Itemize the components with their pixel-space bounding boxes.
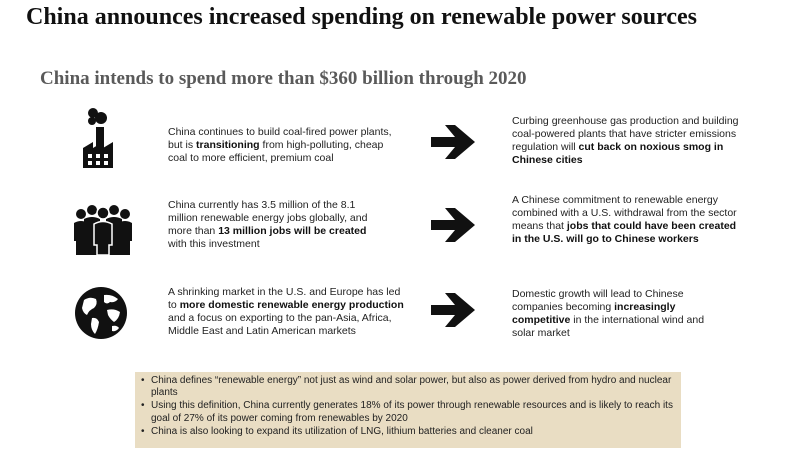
page-title: China announces increased spending on re… xyxy=(26,4,697,30)
body-text: and a focus on exporting to the pan-Asia… xyxy=(168,312,392,337)
globe-icon xyxy=(75,287,127,339)
factory-icon xyxy=(83,108,113,168)
body-text: Curbing greenhouse gas production and bu… xyxy=(512,115,739,153)
note-item: Using this definition, China currently g… xyxy=(141,400,673,424)
arrow-right-icon xyxy=(431,208,475,242)
emphasis-text: increasingly competitive xyxy=(512,301,676,326)
emphasis-text: 13 million jobs will be created xyxy=(218,225,367,237)
notes-box: China defines “renewable energy” not jus… xyxy=(135,372,681,448)
row2-left-text: China currently has 3.5 million of the 8… xyxy=(168,199,384,251)
emphasis-text: transitioning xyxy=(196,139,260,151)
page-subtitle: China intends to spend more than $360 bi… xyxy=(40,68,527,89)
body-text: Domestic growth will lead to Chinese com… xyxy=(512,288,684,313)
row3-left-text: A shrinking market in the U.S. and Europ… xyxy=(168,286,408,338)
arrow-right-icon xyxy=(431,125,475,159)
row2-right-text: A Chinese commitment to renewable energy… xyxy=(512,194,738,246)
row1-left-text: China continues to build coal-fired powe… xyxy=(168,126,404,165)
body-text: from high-polluting, cheap coal to more … xyxy=(168,139,384,164)
body-text: A shrinking market in the U.S. and Europ… xyxy=(168,286,401,311)
emphasis-text: jobs that could have been created in the… xyxy=(512,220,737,245)
arrow-right-icon xyxy=(431,293,475,327)
row1-right-text: Curbing greenhouse gas production and bu… xyxy=(512,115,744,167)
body-text: China currently has 3.5 million of the 8… xyxy=(168,199,368,237)
body-text: with this investment xyxy=(168,238,260,250)
row3-right-text: Domestic growth will lead to Chinese com… xyxy=(512,288,728,340)
body-text: China continues to build coal-fired powe… xyxy=(168,126,392,151)
note-item: China is also looking to expand its util… xyxy=(141,426,673,438)
note-item: China defines “renewable energy” not jus… xyxy=(141,375,673,399)
body-text: A Chinese commitment to renewable energy… xyxy=(512,194,737,232)
emphasis-text: more domestic renewable energy productio… xyxy=(179,299,404,311)
body-text: in the international wind and solar mark… xyxy=(512,314,705,339)
emphasis-text: cut back on noxious smog in Chinese citi… xyxy=(512,141,724,166)
people-icon xyxy=(74,205,132,255)
